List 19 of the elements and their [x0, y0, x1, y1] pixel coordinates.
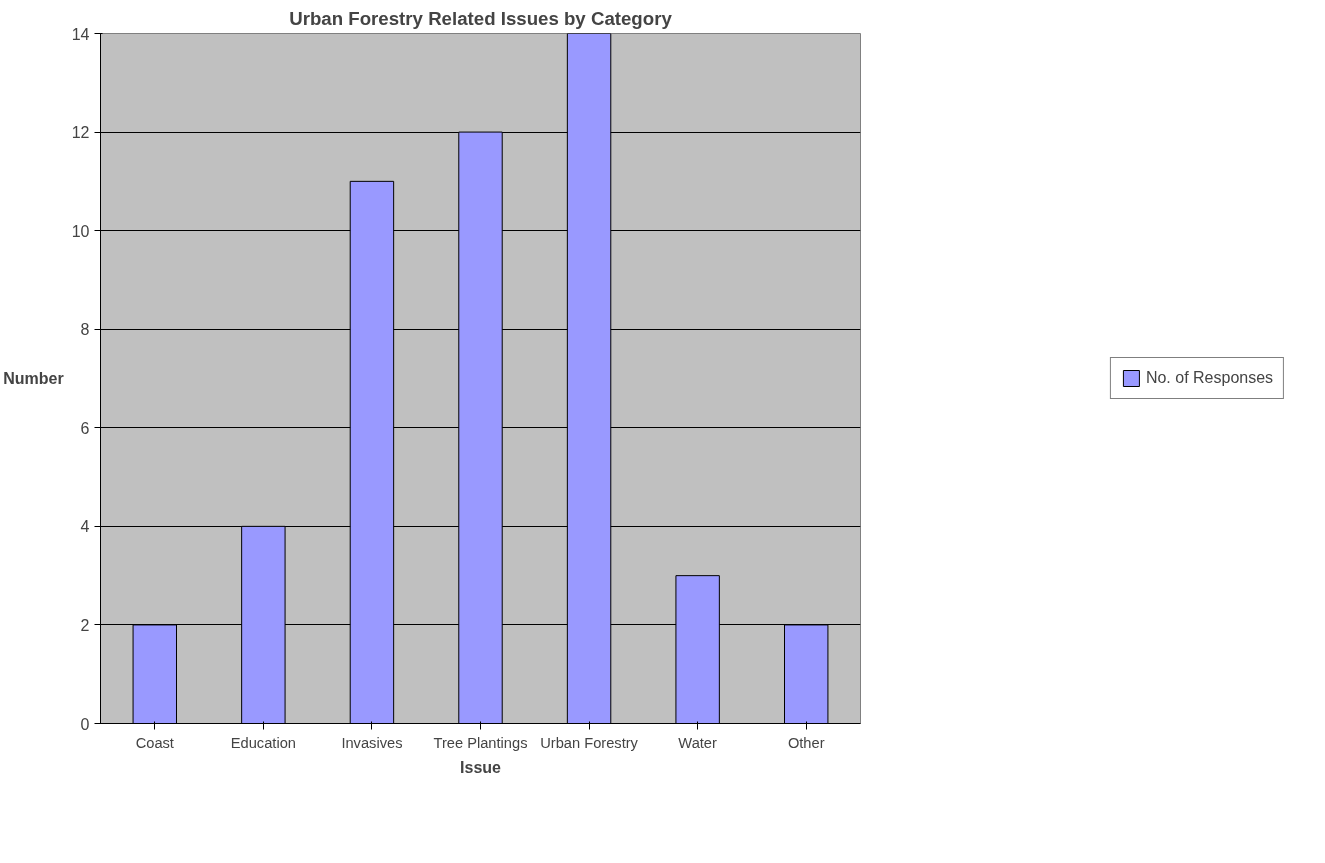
x-tick-label: Education: [230, 734, 296, 751]
x-tick-label: Other: [787, 734, 825, 751]
x-tick-label: Urban Forestry: [540, 734, 639, 751]
y-tick-label: 14: [71, 25, 90, 43]
x-tick-label: Coast: [135, 734, 174, 751]
y-tick-label: 2: [80, 616, 90, 634]
legend-label: No. of Responses: [1145, 369, 1274, 387]
y-tick-label: 6: [80, 419, 90, 437]
y-tick-label: 10: [71, 222, 90, 240]
x-tick-label: Water: [678, 734, 718, 751]
x-tick-label: Invasives: [341, 734, 403, 751]
y-tick-label: 4: [80, 518, 90, 536]
y-tick-label: 12: [71, 124, 90, 142]
y-tick-label: 8: [80, 321, 90, 339]
y-axis-title: Number: [3, 370, 64, 387]
y-tick-label: 0: [80, 715, 90, 733]
x-tick-label: Tree Plantings: [433, 734, 528, 751]
chart-title: Urban Forestry Related Issues by Category: [289, 7, 673, 29]
x-axis-title: Issue: [460, 758, 502, 776]
